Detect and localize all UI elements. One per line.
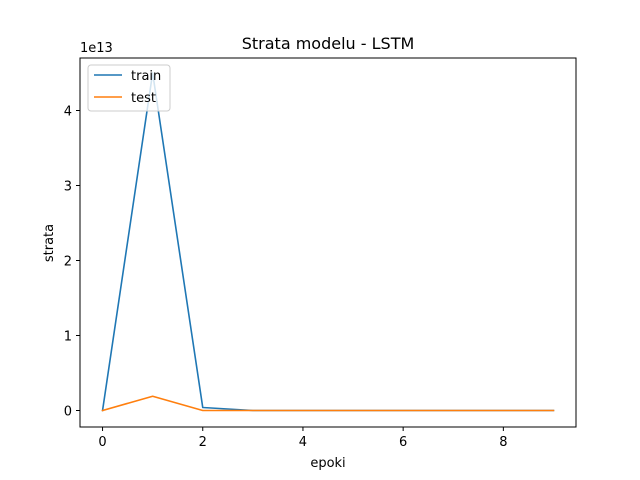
y-axis-label: strata [42,224,57,262]
y-axis-ticks: 0 1 2 3 4 [64,105,80,420]
legend-label-train: train [131,69,161,84]
y-axis-offset-label: 1e13 [80,41,113,56]
legend-label-test: test [131,91,156,106]
chart-title: Strata modelu - LSTM [242,34,415,53]
x-tick-label: 6 [399,435,407,450]
plot-area [79,57,577,428]
x-axis-ticks: 0 2 4 6 8 [98,427,507,450]
y-tick-label: 2 [64,255,72,270]
y-tick-label: 1 [64,330,72,345]
x-tick-label: 4 [299,435,307,450]
y-tick-label: 4 [64,105,72,120]
x-tick-label: 8 [499,435,507,450]
legend: train test [87,64,171,112]
plot-frame [79,57,577,428]
x-tick-label: 0 [98,435,106,450]
legend-entries: train test [94,69,161,106]
y-tick-label: 0 [64,405,72,420]
legend-box [87,64,171,112]
y-tick-label: 3 [64,180,72,195]
x-tick-label: 2 [199,435,207,450]
x-axis-label: epoki [310,456,345,471]
series-line-test [101,395,555,412]
series-layer [101,72,555,412]
